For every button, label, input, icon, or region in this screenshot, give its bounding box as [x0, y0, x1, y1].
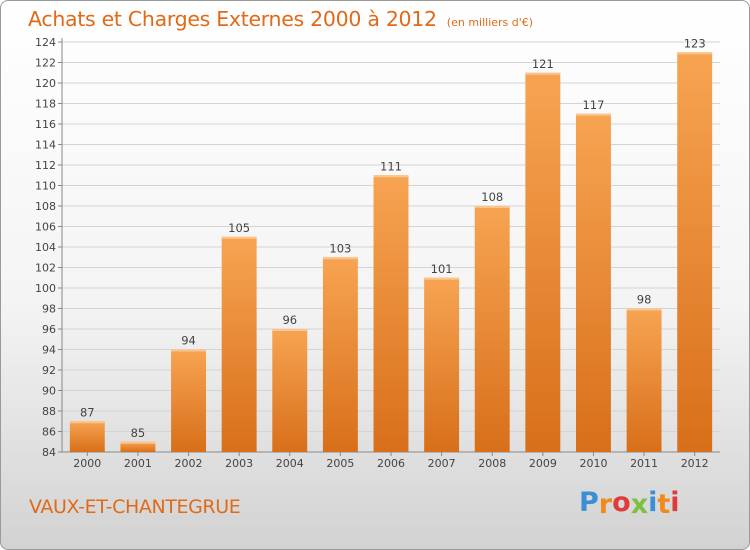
bar-top-highlight — [69, 421, 105, 424]
bar-top-highlight — [424, 277, 460, 280]
bar-2009 — [525, 72, 561, 452]
data-label-2005: 103 — [329, 241, 351, 255]
logo-letter: t — [657, 489, 671, 520]
y-tick-label: 102 — [35, 262, 56, 275]
bar-top-highlight — [677, 52, 713, 55]
bar-2002 — [171, 349, 207, 452]
commune-name: VAUX-ET-CHANTEGRUE — [29, 496, 241, 518]
x-tick-label-2009: 2009 — [529, 457, 557, 470]
logo-letter: i — [648, 487, 658, 518]
y-tick-label: 118 — [35, 98, 56, 111]
x-tick-label-2001: 2001 — [124, 457, 152, 470]
y-tick-label: 108 — [35, 200, 56, 213]
chart-title-text: Achats et Charges Externes 2000 à 2012 — [28, 7, 437, 31]
bar-top-highlight — [272, 329, 308, 331]
chart-title: Achats et Charges Externes 2000 à 2012 (e… — [28, 7, 533, 31]
data-label-2004: 96 — [282, 313, 297, 327]
data-label-2012: 123 — [684, 36, 706, 50]
x-tick-label-2003: 2003 — [225, 457, 253, 470]
y-tick-label: 106 — [35, 221, 56, 234]
y-tick-label: 96 — [42, 323, 56, 336]
data-label-2000: 87 — [80, 405, 95, 419]
bar-2012 — [677, 52, 713, 452]
y-tick-label: 104 — [35, 241, 56, 254]
y-tick-label: 110 — [35, 180, 56, 193]
x-tick-label-2008: 2008 — [478, 457, 506, 470]
x-tick-label-2000: 2000 — [73, 457, 101, 470]
x-tick-label-2004: 2004 — [276, 457, 304, 470]
y-tick-label: 124 — [35, 36, 56, 49]
x-tick-label-2011: 2011 — [630, 457, 658, 470]
x-tick-label-2010: 2010 — [579, 457, 607, 470]
data-label-2011: 98 — [637, 293, 652, 307]
x-tick-label-2007: 2007 — [428, 457, 456, 470]
bars — [69, 52, 713, 452]
x-tick-label-2006: 2006 — [377, 457, 405, 470]
x-tick-label-2005: 2005 — [326, 457, 354, 470]
data-label-2003: 105 — [228, 221, 250, 235]
data-label-2006: 111 — [380, 159, 402, 173]
bar-2005 — [322, 257, 358, 452]
bar-2010 — [575, 113, 611, 452]
y-tick-label: 86 — [42, 426, 56, 439]
bar-2011 — [626, 308, 662, 452]
x-tick-label-2012: 2012 — [681, 457, 709, 470]
logo-letter: i — [670, 487, 680, 518]
labels: 84 86 88 90 92 94 96 98 100 102 104 106 108 110 112 114… — [35, 36, 709, 470]
y-tick-label: 90 — [42, 385, 56, 398]
y-tick-label: 112 — [35, 159, 56, 172]
bar-top-highlight — [626, 308, 662, 311]
y-tick-label: 98 — [42, 303, 56, 316]
bar-top-highlight — [120, 441, 156, 444]
y-tick-label: 88 — [42, 405, 56, 418]
data-label-2002: 94 — [181, 334, 196, 348]
logo-letter: x — [630, 489, 649, 520]
y-tick-label: 92 — [42, 364, 56, 377]
proxiti-logo: Proxiti — [579, 487, 680, 520]
bar-2006 — [373, 175, 409, 452]
y-tick-label: 116 — [35, 118, 56, 131]
y-tick-label: 122 — [35, 57, 56, 70]
bar-2007 — [424, 277, 460, 452]
logo-letter: o — [612, 487, 631, 518]
bar-2003 — [221, 236, 257, 452]
bar-2001 — [120, 441, 156, 452]
bar-top-highlight — [525, 72, 561, 75]
y-tick-label: 84 — [42, 446, 56, 459]
bar-top-highlight — [221, 236, 257, 239]
bar-top-highlight — [474, 206, 510, 208]
data-label-2007: 101 — [431, 262, 453, 276]
data-label-2010: 117 — [582, 98, 604, 112]
y-tick-label: 114 — [35, 139, 56, 152]
bar-2004 — [272, 329, 308, 452]
data-label-2001: 85 — [131, 426, 146, 440]
bar-2000 — [69, 421, 105, 452]
bar-top-highlight — [373, 175, 409, 178]
data-label-2008: 108 — [481, 190, 503, 204]
bar-top-highlight — [322, 257, 358, 260]
bar-2008 — [474, 206, 510, 452]
bar-top-highlight — [171, 349, 207, 352]
data-label-2009: 121 — [532, 57, 554, 71]
logo-letter: P — [579, 487, 599, 518]
y-tick-label: 100 — [35, 282, 56, 295]
x-tick-label-2002: 2002 — [175, 457, 203, 470]
y-tick-label: 120 — [35, 77, 56, 90]
bar-top-highlight — [575, 113, 611, 116]
chart-unit: (en milliers d'€) — [446, 16, 534, 29]
logo-letter: r — [598, 489, 613, 520]
y-tick-label: 94 — [42, 344, 56, 357]
